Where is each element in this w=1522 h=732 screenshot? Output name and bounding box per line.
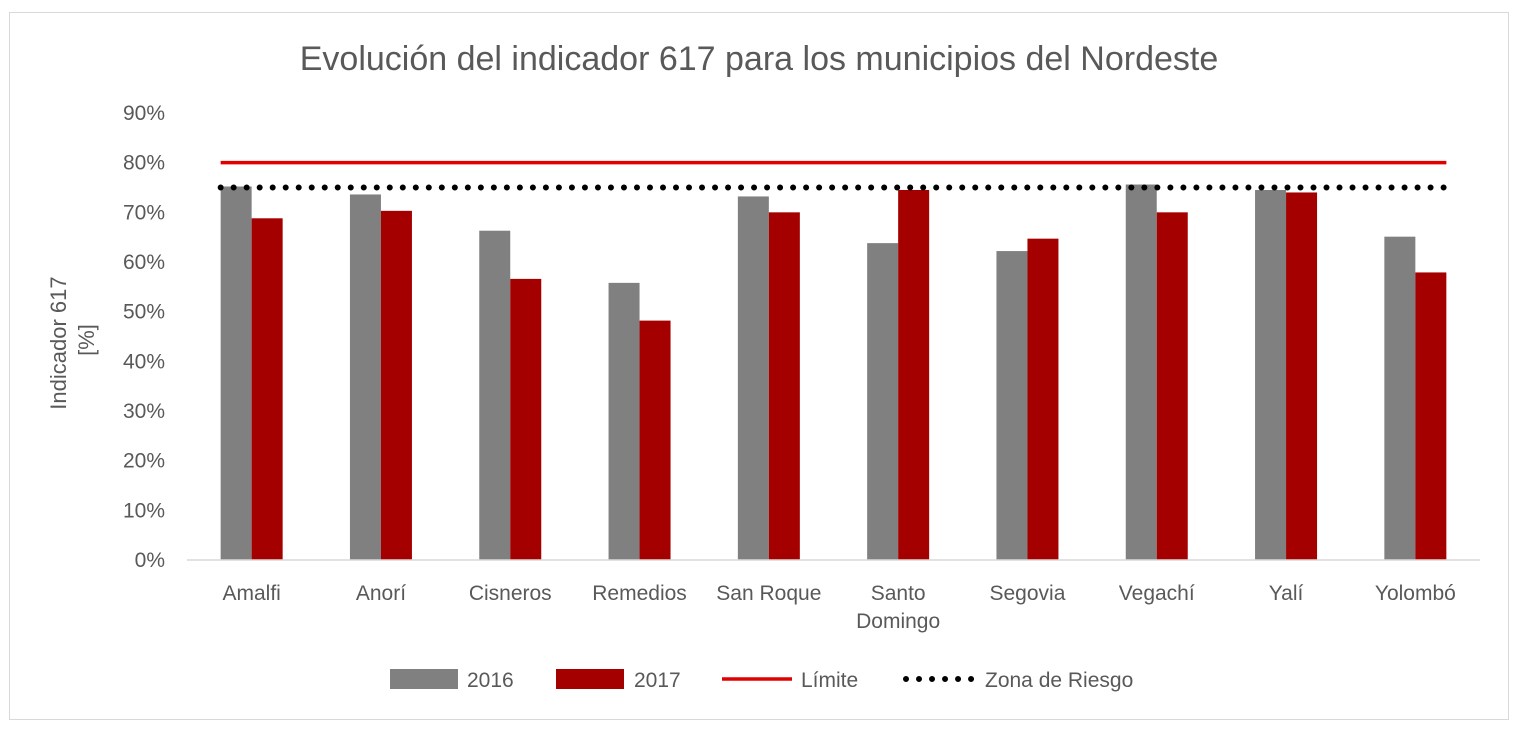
bar-2017-7 <box>1156 212 1188 561</box>
x-tick-label: Amalfi <box>222 582 280 605</box>
y-axis: 0% 10% 20% 30% 40% 50% 60% 70% 80% 90% <box>123 102 165 572</box>
legend-label-2016: 2016 <box>467 669 514 692</box>
x-tick-label: Vegachí <box>1119 582 1195 605</box>
bars <box>220 184 1447 561</box>
bar-2016-4 <box>737 196 769 560</box>
bar-2016-1 <box>349 194 381 560</box>
y-tick-label: 0% <box>135 549 165 572</box>
y-axis-title-line-2: [%] <box>74 324 99 356</box>
y-tick-label: 40% <box>123 350 165 373</box>
y-tick-label: 10% <box>123 499 165 522</box>
bar-2017-1 <box>380 210 412 561</box>
bar-2016-3 <box>608 282 640 560</box>
x-tick-label: San Roque <box>716 582 821 605</box>
x-tick-label: Santo Domingo <box>856 582 940 633</box>
legend-label-zona-de-riesgo: Zona de Riesgo <box>985 669 1133 692</box>
y-tick-label: 20% <box>123 450 165 473</box>
chart-frame <box>9 12 1509 720</box>
x-tick-label: Remedios <box>592 582 687 605</box>
y-tick-label: 30% <box>123 400 165 423</box>
y-tick-label: 80% <box>123 152 165 175</box>
x-tick-label: Cisneros <box>469 582 552 605</box>
bar-2017-2 <box>510 278 542 560</box>
chart-title: Evolución del indicador 617 para los mun… <box>300 40 1219 78</box>
bar-2017-8 <box>1286 192 1318 560</box>
x-axis: Amalfi Anorí Cisneros Remedios San Roque Sant… <box>222 582 1455 633</box>
x-tick-label: Anorí <box>356 582 406 605</box>
legend-swatch-2016 <box>390 669 458 689</box>
bar-2016-5 <box>867 243 899 561</box>
reference-lines <box>217 160 1450 191</box>
bar-2017-4 <box>768 212 800 561</box>
x-tick-label: Segovia <box>990 582 1066 605</box>
legend-label-2017: 2017 <box>634 669 681 692</box>
y-tick-label: 50% <box>123 301 165 324</box>
bar-2016-9 <box>1384 236 1416 561</box>
legend-swatch-2017 <box>556 669 624 689</box>
bar-2017-9 <box>1415 272 1447 560</box>
bar-2017-0 <box>251 218 283 560</box>
y-tick-label: 60% <box>123 251 165 274</box>
bar-2017-6 <box>1027 238 1059 560</box>
bar-2017-3 <box>639 320 671 560</box>
y-tick-label: 70% <box>123 201 165 224</box>
legend: 2016 2017 Límite Zona de Riesgo <box>390 669 1133 692</box>
y-axis-title-line-1: Indicador 617 <box>46 276 71 409</box>
bar-2016-6 <box>996 251 1028 560</box>
x-tick-label: Yolombó <box>1375 582 1456 605</box>
bar-2016-8 <box>1255 189 1287 560</box>
bar-2016-0 <box>220 186 252 561</box>
bar-2016-2 <box>479 230 511 560</box>
bar-2016-7 <box>1125 184 1157 560</box>
y-axis-title: Indicador 617 [%] <box>46 270 99 409</box>
x-tick-label: Yalí <box>1269 582 1304 605</box>
y-tick-label: 90% <box>123 102 165 125</box>
legend-label-limite: Límite <box>801 669 858 692</box>
bar-2017-5 <box>898 189 930 560</box>
